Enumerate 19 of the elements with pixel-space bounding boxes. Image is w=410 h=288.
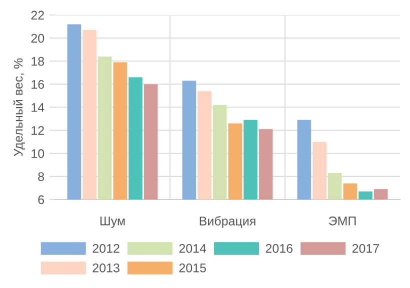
legend-label: 2015 <box>179 263 206 272</box>
y-tick-label: 22 <box>31 10 44 20</box>
y-tick-label: 10 <box>32 149 44 158</box>
y-axis-title: Удельный вес, % <box>13 58 26 156</box>
legend-label: 2012 <box>92 244 120 253</box>
y-tick-label: 16 <box>32 80 44 89</box>
legend-label: 2013 <box>92 263 120 272</box>
y-tick-label: 8 <box>38 172 44 182</box>
x-tick-label: Вибрация <box>200 216 256 228</box>
y-tick-label: 6 <box>38 195 44 204</box>
legend-label: 2014 <box>179 244 206 253</box>
y-tick-label: 20 <box>31 34 44 43</box>
x-tick-label: Шум <box>100 216 125 228</box>
y-tick-label: 14 <box>32 103 44 112</box>
legend-label: 2016 <box>266 244 293 253</box>
legend-label: 2017 <box>352 244 379 253</box>
y-tick-label: 12 <box>32 126 44 135</box>
x-tick-label: ЭМП <box>328 216 356 226</box>
y-tick-label: 18 <box>32 56 44 66</box>
